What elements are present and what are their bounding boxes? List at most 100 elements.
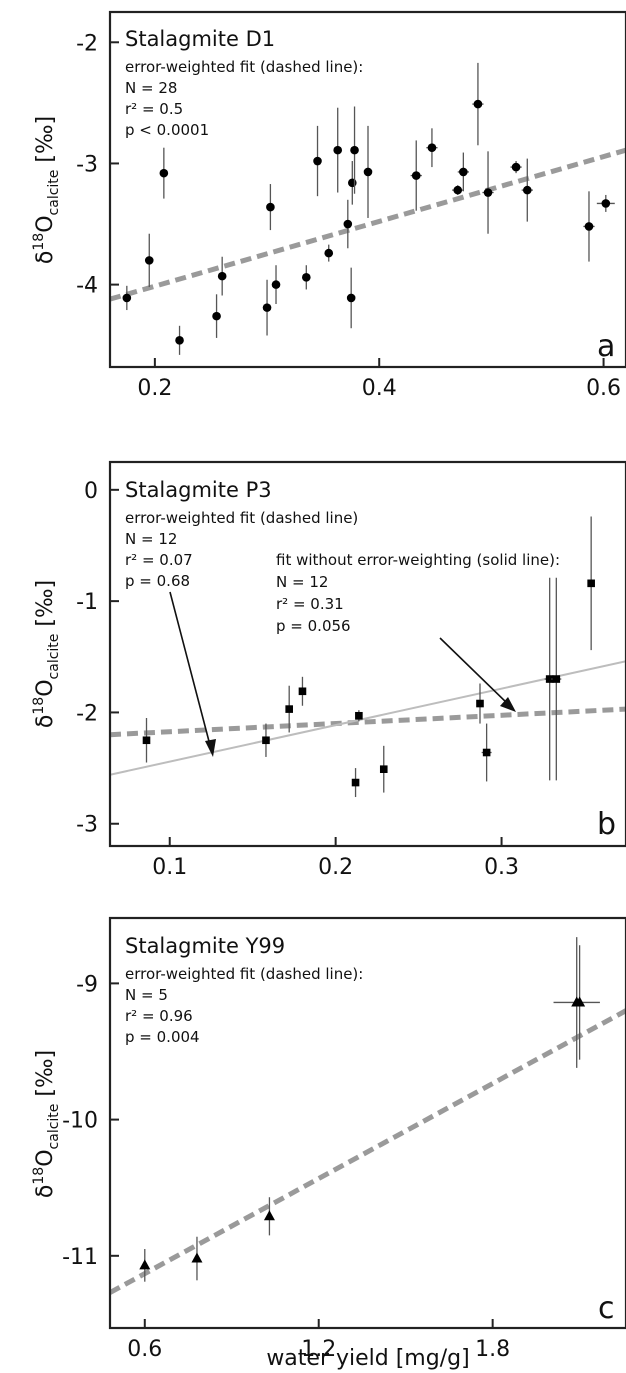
panel-c-x-axis-label: water yield [mg/g] <box>266 1346 469 1371</box>
panel-c-data-point <box>574 996 586 1007</box>
panel-c-data-point <box>191 1252 203 1263</box>
panel-a-data-point <box>350 145 359 155</box>
panel-b-y-tick-label: -3 <box>76 813 98 838</box>
panel-b-unweighted-fit-line <box>110 660 626 776</box>
panel-b-x-tick-label: 0.2 <box>318 855 353 880</box>
panel-c-x-tick-label: 1.8 <box>475 1337 510 1362</box>
panel-b-arrowhead-unweighted <box>500 697 516 712</box>
panel-b-data-point <box>355 711 363 720</box>
panel-a-data-point <box>511 162 521 172</box>
panel-a-data-point <box>271 280 281 289</box>
panel-a-data-point <box>266 202 275 212</box>
panel-b-unweighted-r2: r² = 0.31 <box>276 595 344 613</box>
panel-a-data-point <box>522 185 532 195</box>
panel-b-plot-area: 0.1 0.2 0.3 0 -1 -2 -3 <box>76 479 626 880</box>
panel-a-plot-area: 0.2 0.4 0.6 -2 -3 -4 <box>76 31 626 401</box>
panel-a-data-point <box>333 145 343 155</box>
panel-b-y-tick-label: -2 <box>76 701 98 726</box>
panel-a-data-point <box>601 199 611 208</box>
panel-b-fit-label: error-weighted fit (dashed line) <box>125 509 358 527</box>
panel-a-n: N = 28 <box>125 79 177 97</box>
panel-b-x-tick-label: 0.1 <box>152 855 187 880</box>
panel-a-fit-label: error-weighted fit (dashed line): <box>125 58 363 76</box>
panel-a-data-point <box>459 167 468 177</box>
panel-b-data-point <box>379 765 388 773</box>
panel-b-arrowhead-weighted <box>205 739 216 757</box>
panel-a-y-tick-label: -4 <box>76 274 98 299</box>
panel-b-data-point <box>142 736 151 745</box>
panel-b-data-point <box>476 699 484 708</box>
panel-c-x-tick-label: 1.2 <box>301 1337 336 1362</box>
panel-c-r2: r² = 0.96 <box>125 1007 193 1025</box>
panel-a-x-tick-label: 0.2 <box>137 376 172 401</box>
panel-b-p: p = 0.68 <box>125 572 190 590</box>
panel-b-data-point <box>262 736 270 745</box>
panel-a-data-point <box>217 271 227 281</box>
panel-b-x-tick-label: 0.3 <box>484 855 519 880</box>
panel-b-y-tick-label: -1 <box>76 590 98 615</box>
panel-a-letter: a <box>597 329 615 364</box>
panel-b-letter: b <box>597 807 616 842</box>
panel-a-data-point <box>324 248 334 258</box>
panel-c-letter: c <box>598 1291 615 1326</box>
panel-b-arrow-unweighted <box>439 637 511 707</box>
panel-b-unweighted-fit-label: fit without error-weighting (solid line)… <box>276 551 560 569</box>
panel-b-y-tick-label: 0 <box>84 479 98 504</box>
panel-c-x-tick-label: 0.6 <box>127 1337 162 1362</box>
panel-a-y-tick-label: -3 <box>76 152 98 177</box>
panel-a-data-point <box>159 168 169 178</box>
panel-a-title: Stalagmite D1 <box>125 27 275 51</box>
panel-a-data-point <box>347 178 357 188</box>
panel-b-data-point <box>545 675 554 683</box>
panel-a-data-point <box>144 256 154 265</box>
panel-a-x-tick-label: 0.4 <box>362 376 397 401</box>
panel-b-n: N = 12 <box>125 530 177 548</box>
panel-c-y-tick-label: -11 <box>62 1245 98 1270</box>
panel-a-data-point <box>262 303 272 312</box>
panel-a-data-point <box>313 156 322 166</box>
panel-c-plot-area: 0.6 1.2 1.8 -9 -10 -11 <box>62 937 626 1362</box>
panel-c: 0.6 1.2 1.8 -9 -10 -11 Stalagmite Y99 error-w… <box>31 916 626 1371</box>
panel-a-r2: r² = 0.5 <box>125 100 183 118</box>
panel-a-data-point <box>584 222 594 231</box>
panel-b-data-point <box>298 687 307 696</box>
panel-b-data-point <box>587 579 595 588</box>
panel-c-y-axis-label: δ18Ocalcite [‰] <box>31 1050 62 1198</box>
panel-b-title: Stalagmite P3 <box>125 478 272 502</box>
panel-b-data-point <box>552 675 561 683</box>
panel-a-data-point <box>343 219 353 229</box>
panel-b-frame <box>108 460 626 848</box>
panel-a-data-point <box>175 336 184 345</box>
panel-b-unweighted-p: p = 0.056 <box>276 617 351 635</box>
panel-a-data-point <box>363 167 373 177</box>
panel-b-data-point <box>482 748 491 757</box>
panel-c-y-tick-label: -9 <box>76 972 98 997</box>
panel-c-data-point <box>263 1210 275 1221</box>
panel-a-y-tick-label: -2 <box>76 31 98 56</box>
panel-c-frame <box>108 916 626 1330</box>
panel-a: 0.2 0.4 0.6 -2 -3 -4 Stalagmite D1 error-weig… <box>31 10 626 401</box>
panel-c-title: Stalagmite Y99 <box>125 934 285 958</box>
panel-a-data-point <box>411 171 421 180</box>
panel-b-data-point <box>285 705 293 713</box>
panel-a-weighted-fit-line <box>110 147 626 302</box>
panel-b-unweighted-n: N = 12 <box>276 573 328 591</box>
panel-b-arrow-weighted <box>169 591 212 750</box>
panel-b: 0.1 0.2 0.3 0 -1 -2 -3 Stalagmite P3 error-wei… <box>31 460 626 880</box>
panel-a-data-point <box>473 99 483 109</box>
panel-a-data-point <box>122 293 132 303</box>
panel-a-y-axis-label: δ18Ocalcite [‰] <box>31 116 62 264</box>
panel-c-data-point <box>139 1259 151 1270</box>
panel-c-p: p = 0.004 <box>125 1028 200 1046</box>
panel-c-y-tick-label: -10 <box>62 1109 98 1134</box>
panel-b-y-axis-label: δ18Ocalcite [‰] <box>31 580 62 728</box>
panel-a-data-point <box>346 293 356 303</box>
panel-a-frame <box>108 10 626 369</box>
panel-a-data-point <box>302 273 311 282</box>
panel-c-weighted-fit-line <box>110 1008 626 1295</box>
panel-b-data-point <box>351 778 360 787</box>
panel-c-fit-label: error-weighted fit (dashed line): <box>125 965 363 983</box>
panel-a-x-tick-label: 0.6 <box>586 376 621 401</box>
panel-a-data-point <box>453 185 463 195</box>
